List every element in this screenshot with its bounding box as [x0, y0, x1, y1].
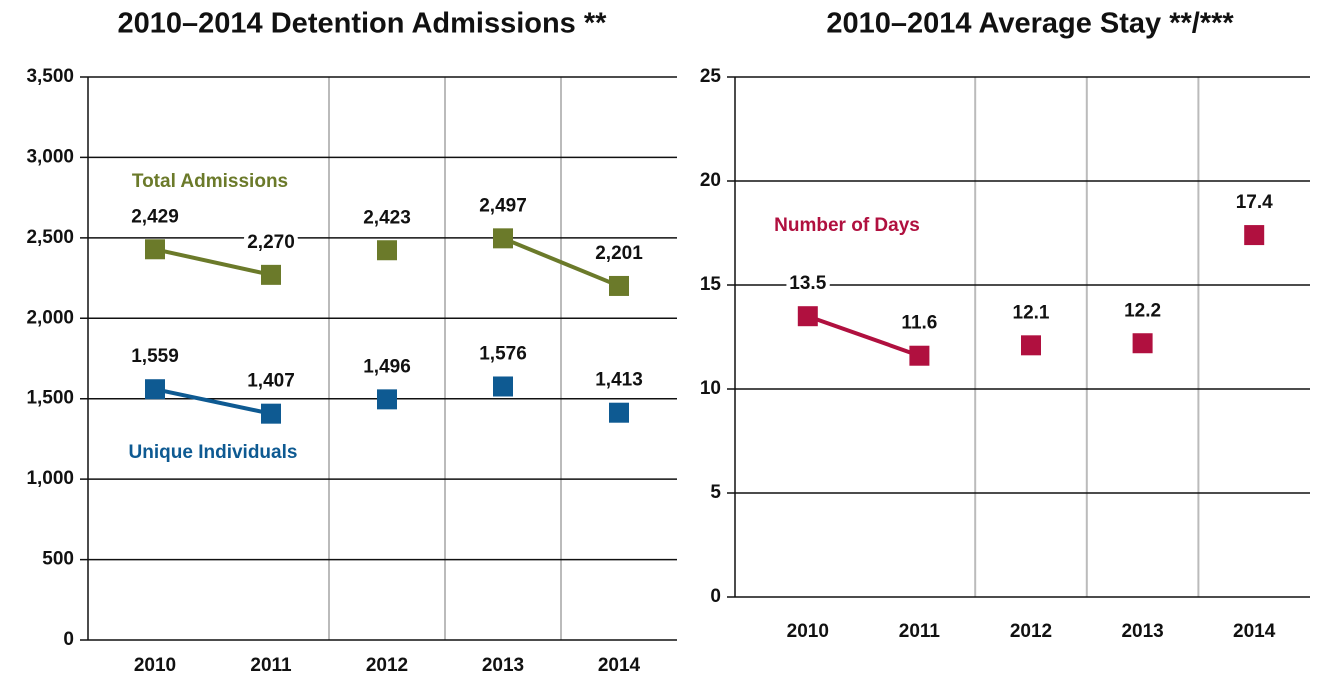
data-label: 2,497 [479, 195, 527, 216]
marker [493, 376, 513, 397]
y-tick-label: 10 [700, 378, 721, 399]
y-tick-label: 1,500 [26, 388, 74, 409]
x-tick-label: 2012 [366, 655, 408, 676]
data-label: 1,559 [131, 346, 179, 367]
x-tick-label: 2011 [899, 621, 941, 642]
data-label: 13.5 [789, 273, 826, 294]
y-tick-label: 3,000 [26, 146, 74, 167]
line-segment [502, 236, 620, 288]
marker [1021, 335, 1041, 356]
marker [609, 275, 629, 296]
data-label: 1,407 [247, 371, 295, 392]
series-label: Total Admissions [132, 171, 288, 192]
y-tick-label: 0 [710, 586, 721, 607]
data-label: 2,423 [363, 207, 411, 228]
line-segment [154, 387, 272, 416]
y-tick-label: 1,000 [26, 468, 74, 489]
series-label: Unique Individuals [129, 442, 298, 463]
chart-title: 2010–2014 Average Stay **/*** [826, 8, 1234, 40]
y-tick-label: 2,000 [26, 307, 74, 328]
marker [377, 240, 397, 261]
y-tick-label: 2,500 [26, 227, 74, 248]
marker [261, 264, 281, 285]
marker [1244, 225, 1265, 246]
data-label: 12.2 [1124, 300, 1161, 321]
marker [261, 403, 281, 424]
data-label: 1,576 [479, 344, 527, 365]
data-label: 2,201 [595, 243, 643, 264]
chart-title: 2010–2014 Detention Admissions ** [118, 8, 608, 40]
y-tick-label: 25 [700, 66, 722, 87]
marker [377, 389, 397, 410]
marker [609, 402, 629, 423]
marker [909, 345, 930, 366]
marker [797, 306, 818, 327]
y-tick-label: 20 [700, 170, 721, 191]
data-label: 17.4 [1236, 192, 1273, 213]
x-tick-label: 2010 [134, 655, 176, 676]
y-tick-label: 500 [42, 549, 74, 570]
line-segment [154, 247, 272, 277]
data-label: 2,270 [247, 232, 295, 253]
x-tick-label: 2010 [787, 621, 829, 642]
data-label: 1,496 [363, 356, 411, 377]
series-label: Number of Days [774, 215, 920, 236]
x-tick-label: 2013 [482, 655, 524, 676]
y-tick-label: 0 [63, 629, 74, 650]
data-label: 11.6 [901, 313, 937, 334]
y-tick-label: 15 [700, 274, 722, 295]
x-tick-label: 2014 [598, 655, 641, 676]
marker [145, 239, 165, 260]
data-label: 12.1 [1013, 302, 1050, 323]
line-segment [807, 314, 921, 358]
y-tick-label: 3,500 [26, 66, 74, 87]
data-label: 1,413 [595, 370, 643, 391]
data-label: 2,429 [131, 206, 179, 227]
x-tick-label: 2012 [1010, 621, 1052, 642]
x-tick-label: 2011 [250, 655, 292, 676]
marker [145, 379, 165, 400]
marker [1132, 333, 1153, 354]
marker [493, 228, 513, 249]
x-tick-label: 2013 [1121, 621, 1163, 642]
x-tick-label: 2014 [1233, 621, 1276, 642]
y-tick-label: 5 [710, 482, 721, 503]
